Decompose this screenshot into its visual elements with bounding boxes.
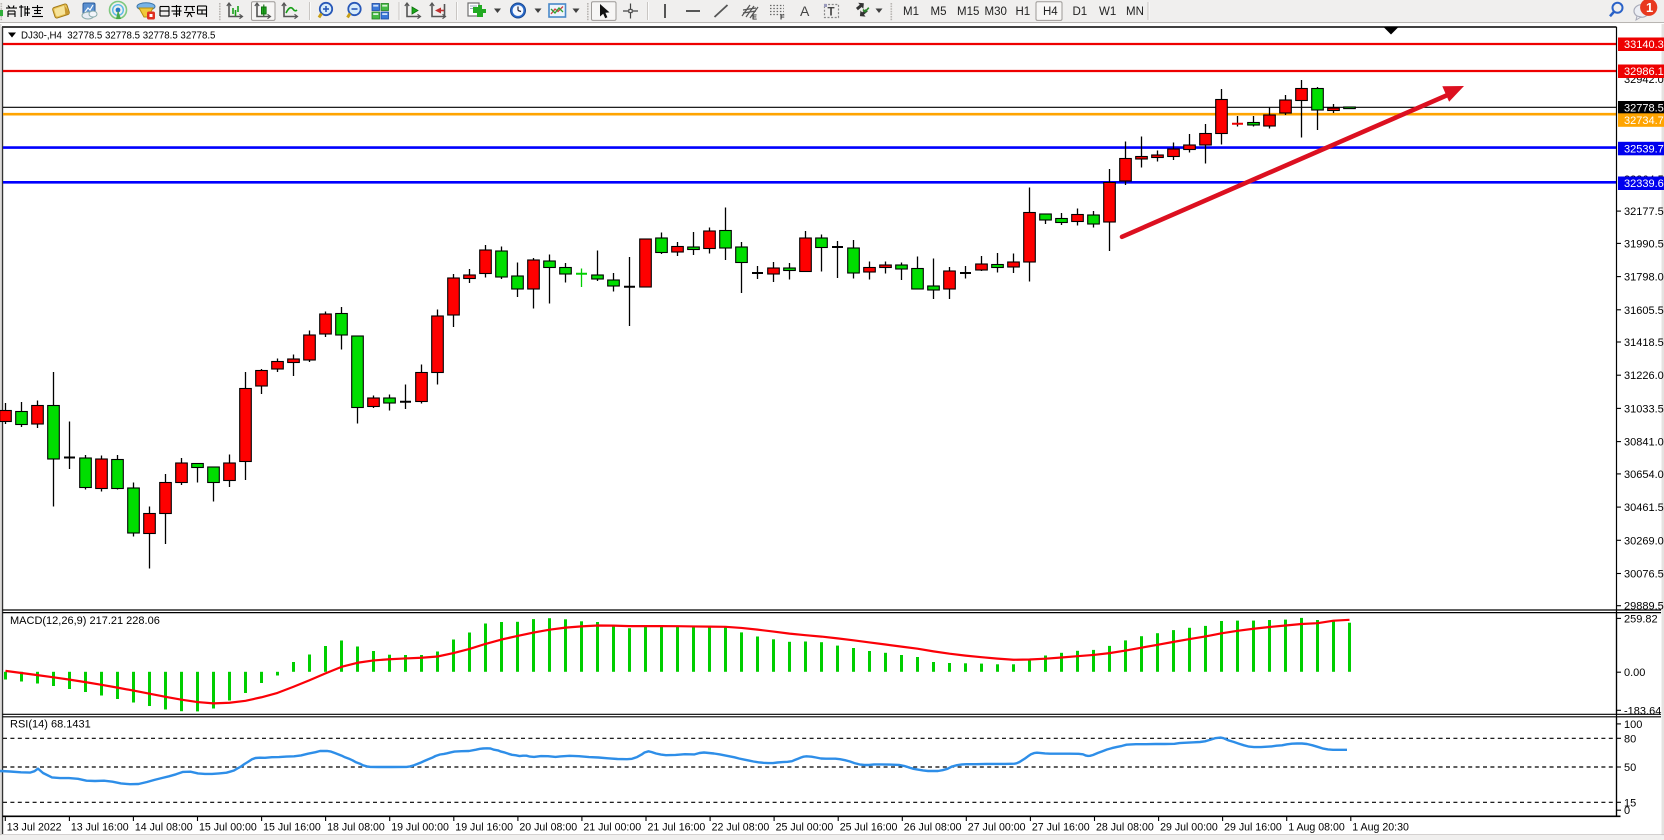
svg-text:25 Jul 16:00: 25 Jul 16:00 xyxy=(840,822,898,834)
svg-text:M30: M30 xyxy=(985,6,1007,18)
svg-text:26 Jul 08:00: 26 Jul 08:00 xyxy=(904,822,962,834)
svg-text:21 Jul 16:00: 21 Jul 16:00 xyxy=(648,822,706,834)
svg-text:80: 80 xyxy=(1624,733,1636,745)
svg-text:31033.5: 31033.5 xyxy=(1624,403,1664,415)
svg-text:W1: W1 xyxy=(1099,6,1116,18)
svg-text:M15: M15 xyxy=(957,6,979,18)
svg-text:30461.5: 30461.5 xyxy=(1624,502,1664,514)
svg-text:13 Jul 16:00: 13 Jul 16:00 xyxy=(71,822,129,834)
svg-text:33140.3: 33140.3 xyxy=(1624,39,1664,51)
svg-text:15 Jul 00:00: 15 Jul 00:00 xyxy=(199,822,257,834)
svg-text:0: 0 xyxy=(1624,805,1630,817)
svg-text:29889.5: 29889.5 xyxy=(1624,601,1664,613)
svg-text:E: E xyxy=(752,13,757,22)
svg-text:H1: H1 xyxy=(1016,6,1031,18)
svg-text:30841.0: 30841.0 xyxy=(1624,437,1664,449)
svg-text:13 Jul 2022: 13 Jul 2022 xyxy=(7,822,62,834)
svg-text:32778.5: 32778.5 xyxy=(1624,103,1664,115)
svg-text:M5: M5 xyxy=(931,6,947,18)
svg-text:M1: M1 xyxy=(903,6,919,18)
svg-text:15 Jul 16:00: 15 Jul 16:00 xyxy=(263,822,321,834)
svg-text:14 Jul 08:00: 14 Jul 08:00 xyxy=(135,822,193,834)
svg-text:1: 1 xyxy=(1646,0,1653,15)
svg-text:T: T xyxy=(828,7,835,19)
svg-text:RSI(14) 68.1431: RSI(14) 68.1431 xyxy=(10,719,91,731)
svg-text:32986.1: 32986.1 xyxy=(1624,66,1664,78)
svg-text:0.00: 0.00 xyxy=(1624,667,1645,679)
svg-text:32177.5: 32177.5 xyxy=(1624,206,1664,218)
svg-text:MN: MN xyxy=(1126,6,1144,18)
svg-text:32339.6: 32339.6 xyxy=(1624,178,1664,190)
svg-text:32734.7: 32734.7 xyxy=(1624,115,1664,127)
svg-text:30654.0: 30654.0 xyxy=(1624,469,1664,481)
svg-text:25 Jul 00:00: 25 Jul 00:00 xyxy=(776,822,834,834)
svg-text:31226.0: 31226.0 xyxy=(1624,370,1664,382)
svg-text:15: 15 xyxy=(1624,797,1636,809)
svg-text:-183.64: -183.64 xyxy=(1624,705,1661,717)
svg-text:27 Jul 16:00: 27 Jul 16:00 xyxy=(1032,822,1090,834)
svg-text:31798.0: 31798.0 xyxy=(1624,272,1664,284)
svg-text:D1: D1 xyxy=(1073,6,1088,18)
svg-text:27 Jul 00:00: 27 Jul 00:00 xyxy=(968,822,1026,834)
svg-text:31418.5: 31418.5 xyxy=(1624,337,1664,349)
svg-text:20 Jul 08:00: 20 Jul 08:00 xyxy=(519,822,577,834)
svg-text:31990.5: 31990.5 xyxy=(1624,238,1664,250)
svg-text:29 Jul 00:00: 29 Jul 00:00 xyxy=(1160,822,1218,834)
svg-text:28 Jul 08:00: 28 Jul 08:00 xyxy=(1096,822,1154,834)
svg-text:100: 100 xyxy=(1624,719,1642,731)
svg-text:F: F xyxy=(780,13,785,22)
svg-text:32539.7: 32539.7 xyxy=(1624,144,1664,156)
svg-text:30076.5: 30076.5 xyxy=(1624,569,1664,581)
svg-text:50: 50 xyxy=(1624,762,1636,774)
svg-text:30269.0: 30269.0 xyxy=(1624,535,1664,547)
svg-text:31605.5: 31605.5 xyxy=(1624,305,1664,317)
svg-text:259.82: 259.82 xyxy=(1624,613,1658,625)
svg-text:1 Aug 08:00: 1 Aug 08:00 xyxy=(1288,822,1345,834)
svg-text:H4: H4 xyxy=(1043,6,1058,18)
svg-text:21 Jul 00:00: 21 Jul 00:00 xyxy=(583,822,641,834)
svg-text:19 Jul 16:00: 19 Jul 16:00 xyxy=(455,822,513,834)
svg-text:18 Jul 08:00: 18 Jul 08:00 xyxy=(327,822,385,834)
svg-text:A: A xyxy=(800,3,810,19)
svg-text:MACD(12,26,9) 217.21 228.06: MACD(12,26,9) 217.21 228.06 xyxy=(10,615,160,627)
svg-text:DJ30-,H4 32778.5 32778.5 3277: DJ30-,H4 32778.5 32778.5 32778.5 32778.5 xyxy=(21,31,215,42)
svg-text:29 Jul 16:00: 29 Jul 16:00 xyxy=(1224,822,1282,834)
svg-text:22 Jul 08:00: 22 Jul 08:00 xyxy=(712,822,770,834)
svg-text:1 Aug 20:30: 1 Aug 20:30 xyxy=(1352,822,1409,834)
svg-text:19 Jul 00:00: 19 Jul 00:00 xyxy=(391,822,449,834)
